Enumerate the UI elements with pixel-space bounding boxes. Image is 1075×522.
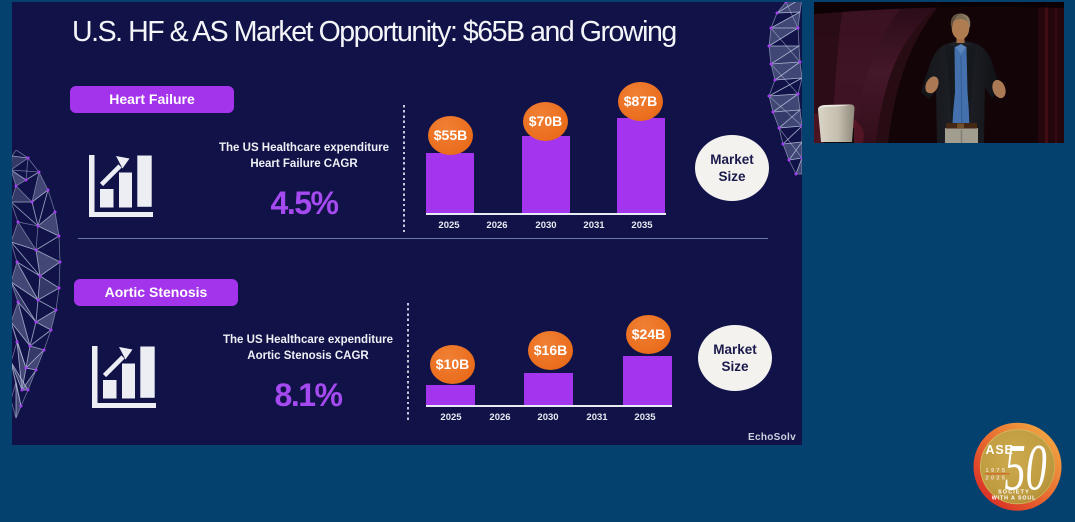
svg-text:WITH A SOUL: WITH A SOUL bbox=[992, 496, 1037, 502]
svg-text:1975: 1975 bbox=[986, 468, 1008, 474]
svg-text:50: 50 bbox=[1005, 431, 1047, 504]
svg-text:2025: 2025 bbox=[986, 476, 1008, 482]
svg-text:ASE: ASE bbox=[986, 443, 1014, 457]
svg-text:SOCIETY: SOCIETY bbox=[998, 490, 1030, 496]
